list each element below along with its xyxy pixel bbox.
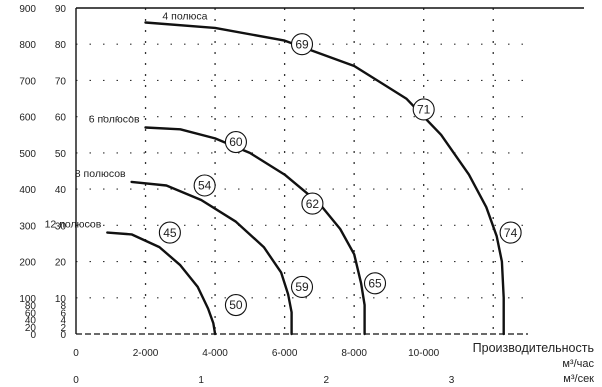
x-tick-label-m3s: 0 xyxy=(73,375,79,386)
x-tick-label-m3h: 10-000 xyxy=(408,348,440,359)
value-marker-circle xyxy=(301,192,324,215)
value-marker-label: 74 xyxy=(504,226,518,240)
y-tick-label-right: 50 xyxy=(55,149,67,160)
x-tick-label-m3h: 4-000 xyxy=(202,348,228,359)
x-axis-m3s-ticks: 0 1 2 3 xyxy=(73,375,455,386)
curve-labels: 4 полюса 6 полюсов 8 полюсов 12 полюсов xyxy=(45,10,208,230)
y-tick-label-left: 800 xyxy=(19,40,36,51)
y-tick-label-right: 20 xyxy=(55,258,67,269)
curve-label: 8 полюсов xyxy=(75,168,126,180)
curve-label: 4 полюса xyxy=(162,10,207,22)
value-marker-circle xyxy=(193,174,216,197)
y-tick-label-right: 0 xyxy=(60,330,66,341)
x-tick-label-m3h: 6-000 xyxy=(272,348,298,359)
y-tick-label-right: 30 xyxy=(55,221,67,232)
y-tick-label-left: 300 xyxy=(19,221,36,232)
x-tick-label-m3s: 2 xyxy=(324,375,330,386)
y-tick-label-right: 80 xyxy=(55,40,67,51)
value-marker-label: 59 xyxy=(295,280,309,294)
x-tick-label-m3s: 3 xyxy=(449,375,455,386)
value-marker-circle xyxy=(412,98,435,121)
value-marker-label: 69 xyxy=(295,37,309,51)
value-marker-circle xyxy=(290,275,314,298)
value-marker-label: 65 xyxy=(368,276,382,290)
y-tick-label-right: 40 xyxy=(55,185,67,196)
y-tick-label-left: 700 xyxy=(19,76,36,87)
x-axis-unit-m3h: м³/час xyxy=(562,358,594,370)
y-tick-label-right: 8 xyxy=(60,301,66,312)
y-tick-label-left: 200 xyxy=(19,258,36,269)
y-tick-label-right: 60 xyxy=(55,113,67,124)
x-tick-label-m3h: 2-000 xyxy=(133,348,159,359)
y-tick-label-left: 80 xyxy=(25,301,37,312)
value-marker-label: 71 xyxy=(417,103,431,117)
value-marker-circle xyxy=(158,221,181,244)
value-marker-label: 45 xyxy=(163,226,177,240)
y-tick-label-left: 0 xyxy=(30,330,36,341)
value-marker-circle xyxy=(363,272,387,295)
value-markers: 69 71 74 60 62 65 54 59 45 50 xyxy=(158,33,522,317)
y-tick-label-right: 4 xyxy=(60,316,66,327)
y-tick-label-left: 600 xyxy=(19,113,36,124)
plot-frame xyxy=(75,7,584,335)
value-marker-label: 60 xyxy=(229,135,243,149)
series-line xyxy=(130,180,293,336)
x-axis-title: Производительность xyxy=(473,341,594,355)
series-line xyxy=(106,231,217,336)
value-marker-circle xyxy=(499,221,522,244)
x-tick-label-m3s: 1 xyxy=(198,375,204,386)
curve-label: 6 полюсов xyxy=(89,114,140,126)
x-axis-unit-m3s: м³/сек xyxy=(563,373,594,385)
value-marker-label: 54 xyxy=(198,179,212,193)
y-tick-label-right: 70 xyxy=(55,76,67,87)
value-marker-circle xyxy=(224,293,247,317)
y-tick-label-left: 20 xyxy=(25,323,37,334)
y-tick-label-left: 500 xyxy=(19,149,36,160)
y-tick-label-right: 90 xyxy=(55,4,67,15)
y-tick-label-right: 10 xyxy=(55,294,67,305)
x-tick-label-m3h: 0 xyxy=(73,348,79,359)
series-line xyxy=(144,21,505,336)
y-tick-label-left: 60 xyxy=(25,308,37,319)
y-tick-label-left: 900 xyxy=(19,4,36,15)
y-tick-label-left: 100 xyxy=(19,294,36,305)
y-tick-label-left: 40 xyxy=(25,316,37,327)
value-marker-label: 50 xyxy=(229,298,243,312)
value-marker-label: 62 xyxy=(306,197,320,211)
value-marker-circle xyxy=(290,33,314,56)
y-tick-label-right: 2 xyxy=(60,323,66,334)
curve-label: 12 полюсов xyxy=(45,219,102,231)
x-axis-m3h-ticks: 0 2-000 4-000 6-000 8-000 10-000 xyxy=(73,348,439,359)
x-tick-label-m3h: 8-000 xyxy=(341,348,367,359)
y-tick-label-right: 6 xyxy=(60,308,66,319)
value-marker-circle xyxy=(224,130,247,154)
y-tick-label-left: 400 xyxy=(19,185,36,196)
